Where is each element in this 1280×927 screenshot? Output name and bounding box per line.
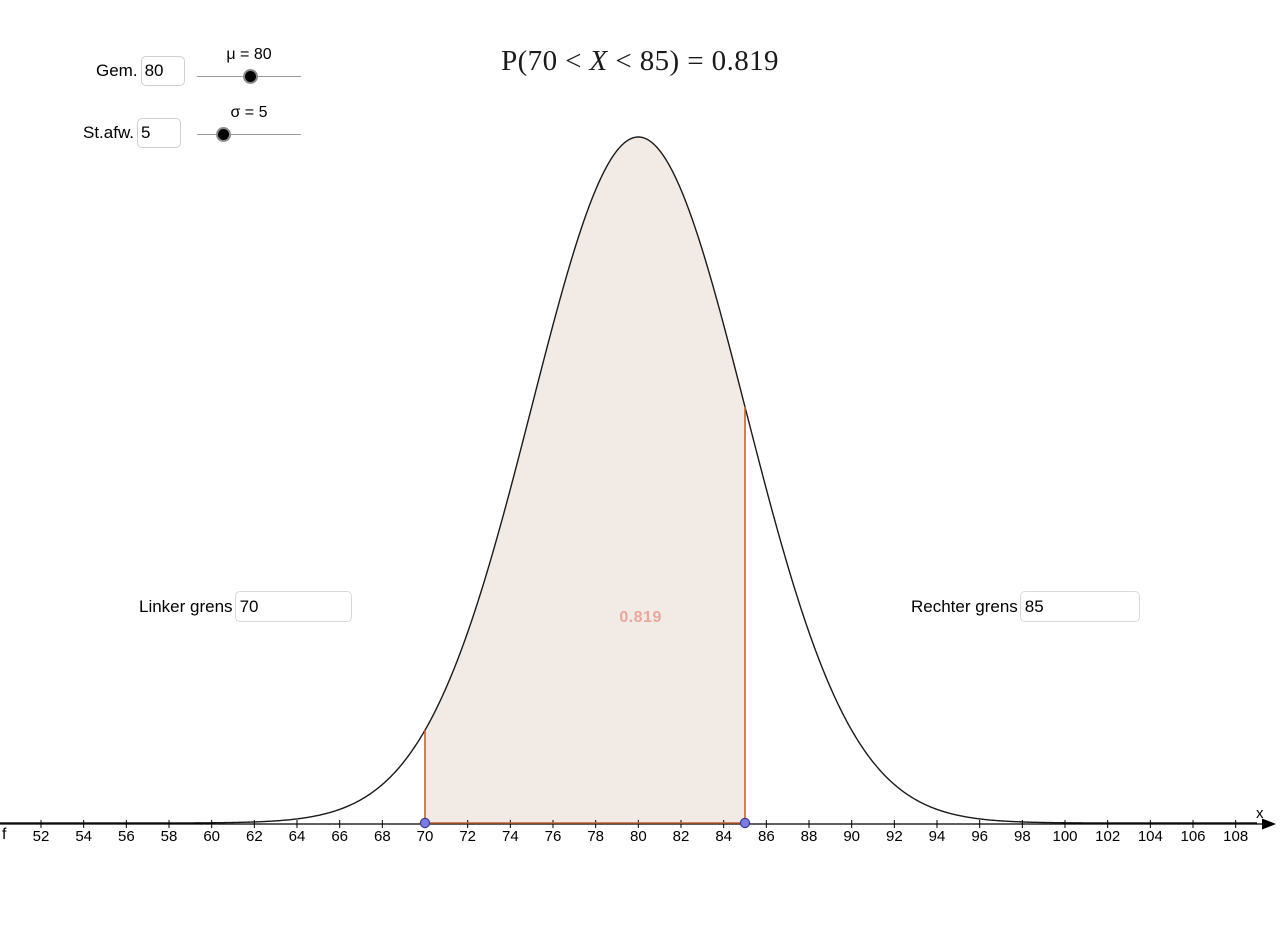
stdev-label: St.afw. (83, 123, 135, 142)
x-axis-tick-label: 108 (1223, 828, 1249, 845)
mean-slider-caption: μ = 80 (226, 46, 272, 63)
normal-curve (0, 136, 1257, 824)
right-bound-row: Rechter grens (911, 591, 1140, 622)
title-p: P( (501, 45, 528, 77)
x-axis-tick-label: 76 (544, 828, 562, 845)
title-result: 0.819 (711, 45, 779, 77)
left-bound-label: Linker grens (139, 596, 233, 616)
x-axis-tick-label: 62 (245, 828, 263, 845)
x-axis-tick-label: 78 (587, 828, 604, 845)
x-axis-tick-label: 54 (75, 828, 92, 845)
x-axis-tick-label: 98 (1013, 828, 1031, 845)
stdev-slider-track[interactable] (197, 134, 301, 135)
x-axis-tick-label: 94 (928, 828, 946, 845)
x-axis-tick-label: 80 (629, 828, 647, 845)
title-upper: 85 (639, 45, 670, 77)
y-axis-label: f (2, 826, 7, 843)
x-axis-arrowhead (1262, 818, 1276, 830)
mean-input[interactable] (140, 56, 185, 86)
right-bound-label: Rechter grens (911, 596, 1018, 616)
stdev-input[interactable] (137, 118, 182, 148)
stdev-slider[interactable]: σ = 5 (197, 104, 301, 148)
x-axis-tick-label: 92 (885, 828, 903, 845)
right-boundary-point[interactable] (739, 817, 751, 829)
title-lt-1: < (557, 45, 590, 77)
mean-slider[interactable]: μ = 80 (197, 46, 301, 90)
x-axis-tick-label: 88 (800, 828, 818, 845)
left-boundary-point[interactable] (419, 817, 431, 829)
x-axis-tick-label: 70 (416, 828, 434, 845)
title-lt-2: < (607, 45, 640, 77)
x-axis-tick-label: 58 (160, 828, 178, 845)
stdev-control-row: St.afw. (83, 118, 182, 148)
x-axis-tick-label: 74 (501, 828, 519, 845)
title-variable: X (589, 45, 608, 77)
area-probability-label: 0.819 (619, 609, 662, 626)
x-axis-tick-label: 60 (203, 828, 220, 845)
x-axis-tick-label: 66 (331, 828, 348, 845)
title-close: ) = (669, 45, 712, 77)
x-axis-tick-label: 52 (32, 828, 50, 845)
left-bound-row: Linker grens (139, 591, 352, 622)
page-title: P(70 < X < 85) = 0.819 (0, 45, 1280, 78)
right-bound-input[interactable] (1019, 591, 1140, 622)
x-axis-tick-label: 96 (971, 828, 988, 845)
mean-control-row: Gem. (96, 56, 185, 86)
left-bound-input[interactable] (234, 591, 352, 622)
x-axis-tick-label: 56 (117, 828, 135, 845)
x-axis-label: x (1256, 805, 1264, 822)
x-axis-tick-label: 90 (843, 828, 860, 845)
mean-label: Gem. (96, 61, 138, 80)
x-axis-tick-label: 82 (672, 828, 690, 845)
x-axis-tick-label: 68 (373, 828, 391, 845)
x-axis-tick-label: 86 (757, 828, 775, 845)
x-axis-tick-label: 102 (1095, 828, 1121, 845)
x-axis-tick-label: 100 (1052, 828, 1078, 845)
x-axis-tick-label: 72 (459, 828, 476, 845)
x-axis-tick-label: 104 (1137, 828, 1163, 845)
x-axis-tick-label: 84 (715, 828, 732, 845)
shaded-probability-area (425, 137, 745, 823)
x-axis-tick-label: 64 (288, 828, 306, 845)
x-axis-tick-label: 106 (1180, 828, 1206, 845)
stdev-slider-knob[interactable] (215, 127, 231, 142)
title-lower: 70 (527, 45, 558, 77)
stdev-slider-caption: σ = 5 (230, 104, 268, 121)
mean-slider-knob[interactable] (242, 69, 258, 84)
